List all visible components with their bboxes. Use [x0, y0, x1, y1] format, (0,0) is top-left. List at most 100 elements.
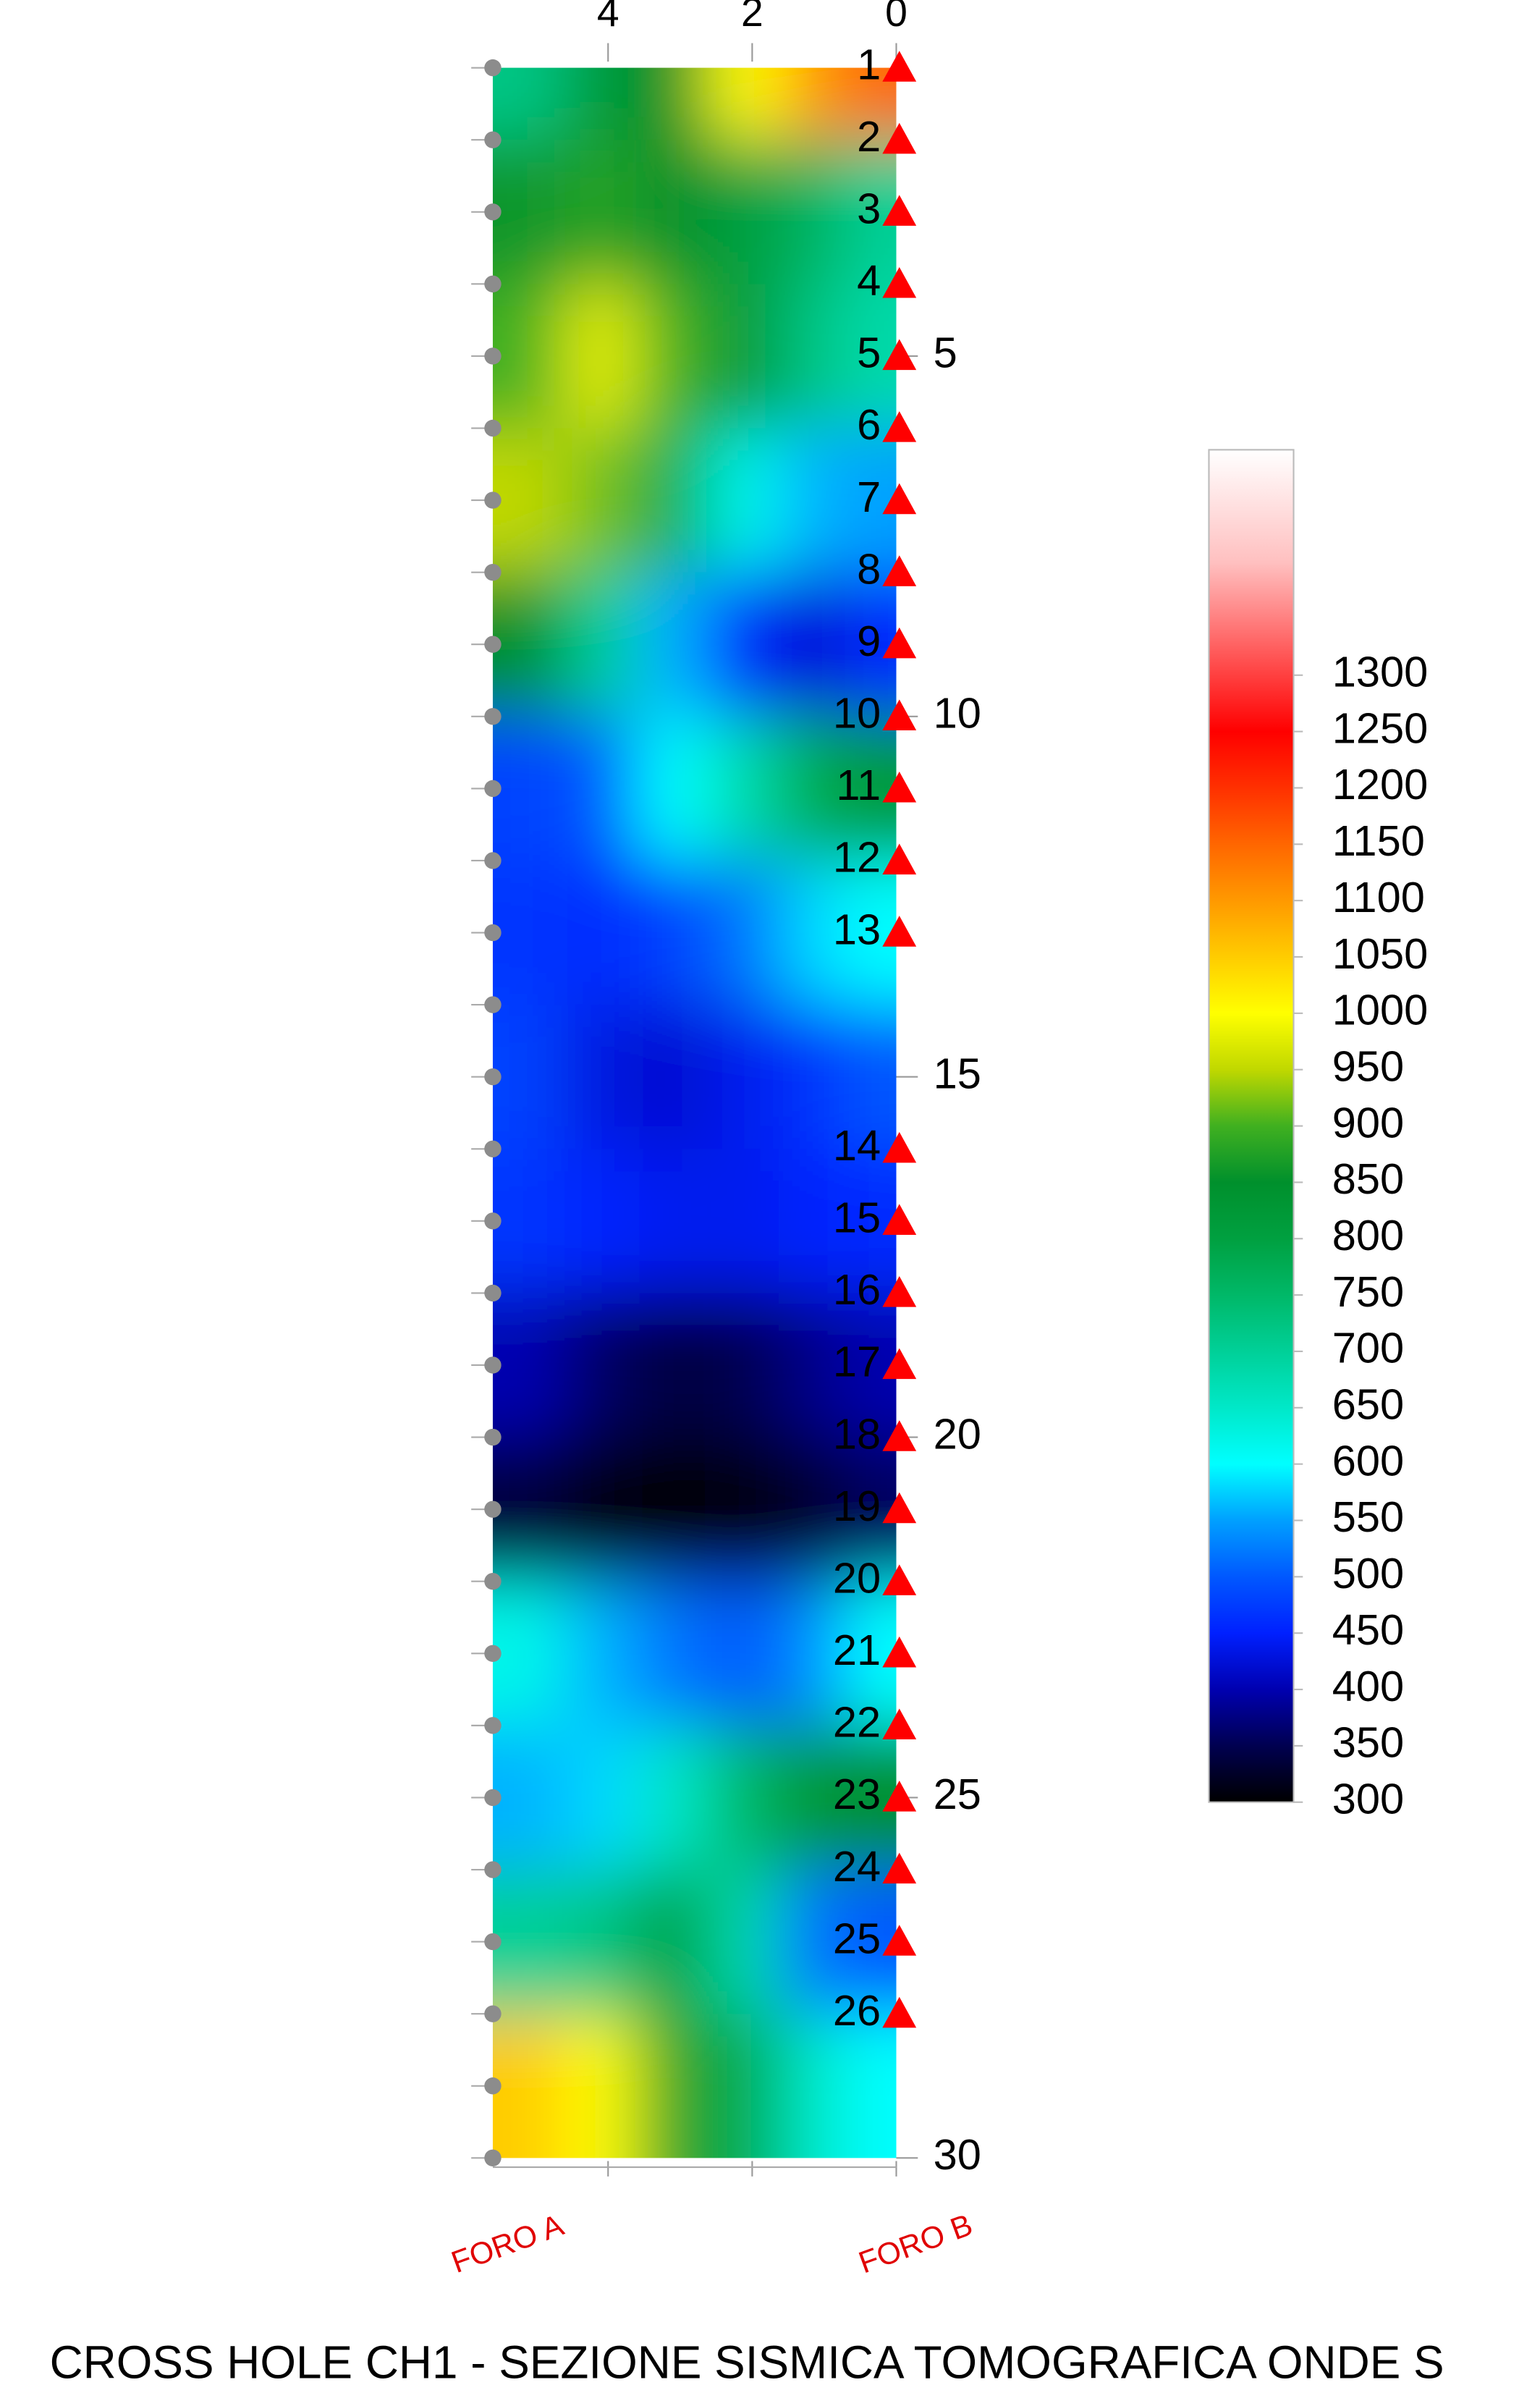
- heat-cell: [845, 284, 897, 429]
- heat-cell: [781, 1870, 847, 2015]
- heat-cell: [492, 140, 566, 285]
- source: [484, 491, 502, 509]
- receiver-label: 12: [833, 833, 881, 882]
- heat-cell: [637, 67, 710, 141]
- heat-cell: [637, 1581, 710, 1726]
- heat-cell: [492, 428, 566, 573]
- heat-cell: [492, 1437, 566, 1582]
- source: [484, 59, 502, 77]
- receiver-label: 15: [833, 1194, 881, 1242]
- heat-cell: [637, 1870, 710, 2015]
- heat-cell: [781, 1005, 847, 1150]
- source: [484, 1356, 502, 1374]
- heat-cell: [708, 67, 782, 141]
- heat-cell: [781, 1293, 847, 1438]
- y-tick-label: 20: [934, 1409, 981, 1458]
- heat-cell: [637, 716, 710, 862]
- heat-cell: [781, 716, 847, 862]
- source: [484, 1645, 502, 1663]
- heat-cell: [845, 1149, 897, 1294]
- source: [484, 1573, 502, 1590]
- heat-cell: [492, 284, 566, 429]
- receiver-label: 6: [857, 400, 881, 449]
- receiver-label: 20: [833, 1553, 881, 1602]
- source: [484, 275, 502, 293]
- heat-cell: [708, 860, 782, 1006]
- y-tick-label: 5: [934, 329, 957, 377]
- source: [484, 1861, 502, 1878]
- receiver: [882, 1564, 917, 1595]
- heat-cell: [492, 1581, 566, 1726]
- source: [484, 996, 502, 1013]
- receiver: [882, 843, 917, 875]
- heat-cell: [708, 1005, 782, 1150]
- receiver-label: 16: [833, 1265, 881, 1314]
- heat-cell: [781, 428, 847, 573]
- x-tick-label: 4: [597, 0, 619, 35]
- heat-cell: [781, 1437, 847, 1582]
- receiver: [882, 1348, 917, 1380]
- heat-cell: [708, 140, 782, 285]
- heat-cell: [492, 1870, 566, 2015]
- heat-cell: [781, 860, 847, 1006]
- source: [484, 1140, 502, 1157]
- receiver-label: 22: [833, 1698, 881, 1747]
- heat-cell: [637, 1293, 710, 1438]
- heat-cell: [845, 860, 897, 1006]
- receiver: [882, 266, 917, 298]
- heat-cell: [637, 860, 710, 1006]
- heat-cell: [781, 1725, 847, 1871]
- heat-cell: [708, 2014, 782, 2158]
- heat-cell: [845, 140, 897, 285]
- receiver: [882, 627, 917, 659]
- heat-cell: [708, 1870, 782, 2015]
- source: [484, 636, 502, 653]
- source: [484, 1284, 502, 1302]
- y-tick-label: 30: [934, 2130, 981, 2179]
- heat-cell: [564, 1149, 638, 1294]
- heat-cell: [492, 716, 566, 862]
- receiver: [882, 51, 917, 82]
- receiver: [882, 1492, 917, 1524]
- receiver: [882, 771, 917, 803]
- heat-cell: [564, 284, 638, 429]
- heat-cell: [781, 2014, 847, 2158]
- heat-cell: [564, 67, 638, 141]
- heat-cell: [564, 1293, 638, 1438]
- heat-cell: [845, 2014, 897, 2158]
- heat-cell: [492, 1005, 566, 1150]
- y-tick-label: 25: [934, 1770, 981, 1818]
- heat-cell: [781, 67, 847, 141]
- source: [484, 419, 502, 437]
- receiver: [882, 555, 917, 586]
- receiver: [882, 1276, 917, 1307]
- heat-cell: [781, 1149, 847, 1294]
- colorbar-label: 750: [1332, 1267, 1404, 1316]
- source: [484, 2077, 502, 2095]
- colorbar-label: 1250: [1332, 704, 1429, 752]
- heat-cell: [708, 1581, 782, 1726]
- annotation: FORO B: [854, 2208, 977, 2281]
- receiver-label: 25: [833, 1914, 881, 1962]
- receiver-label: 26: [833, 1986, 881, 2035]
- heat-cell: [637, 1149, 710, 1294]
- colorbar-label: 350: [1332, 1718, 1404, 1767]
- receiver: [882, 1204, 917, 1235]
- heat-cell: [781, 284, 847, 429]
- heat-cell: [492, 2014, 566, 2158]
- colorbar-label: 700: [1332, 1324, 1404, 1372]
- source: [484, 852, 502, 869]
- receiver: [882, 1925, 917, 1956]
- source: [484, 1789, 502, 1807]
- heat-cell: [781, 140, 847, 285]
- heat-cell: [708, 284, 782, 429]
- heat-cell: [845, 1725, 897, 1871]
- heat-cell: [845, 428, 897, 573]
- receiver-label: 11: [836, 761, 881, 809]
- heat-cell: [637, 140, 710, 285]
- source: [484, 2149, 502, 2167]
- heat-cell: [708, 1725, 782, 1871]
- receiver-label: 23: [833, 1770, 881, 1818]
- colorbar-label: 1000: [1332, 986, 1429, 1034]
